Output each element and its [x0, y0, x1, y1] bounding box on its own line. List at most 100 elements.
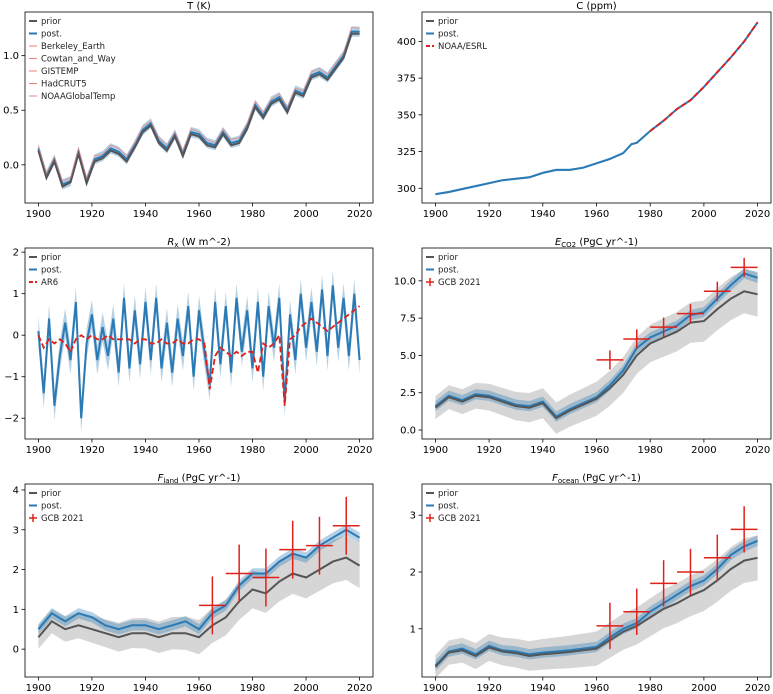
- y-tick-label: 0: [13, 331, 19, 342]
- legend-label: HadCRUT5: [41, 80, 87, 90]
- x-tick-label: 1900: [26, 683, 51, 694]
- post-band: [435, 535, 758, 671]
- chart-panel-3: 1900 1920 1940 1960 1980 2000 2020 −2 −1 0 1 2 Rx (W…: [4, 237, 374, 456]
- y-tick-label: 5.0: [400, 351, 416, 362]
- panel-frame: [24, 11, 374, 204]
- legend-label: GCB 2021: [41, 514, 84, 524]
- x-tick-label: 1980: [637, 445, 662, 456]
- x-tick-label: 1960: [584, 445, 609, 456]
- y-tick-label: 325: [397, 147, 416, 158]
- x-tick-label: 1980: [240, 683, 265, 694]
- chart-panel-6: 1900 1920 1940 1960 1980 2000 2020 1 2 3 Focean (P…: [410, 473, 772, 694]
- series-ar6-line: [37, 305, 361, 406]
- legend-label: prior: [438, 17, 458, 27]
- x-tick-label: 1920: [476, 445, 501, 456]
- x-tick-label: 1940: [530, 209, 555, 220]
- x-tick-label: 1920: [79, 683, 104, 694]
- legend-label: Berkeley_Earth: [41, 42, 105, 52]
- x-tick-label: 1960: [186, 209, 211, 220]
- chart-panel-4: 1900 1920 1940 1960 1980 2000 2020 0.0 2.5 5.0 7.5…: [394, 237, 772, 456]
- y-tick-label: 3: [13, 525, 19, 536]
- y-tick-label: 350: [397, 110, 416, 121]
- x-tick-label: 2020: [347, 209, 372, 220]
- x-tick-label: 2000: [691, 209, 716, 220]
- series-prior-line: [37, 32, 360, 189]
- prior-band: [38, 535, 360, 655]
- legend-label: NOAA/ESRL: [438, 42, 487, 52]
- x-tick-label: 2020: [745, 683, 770, 694]
- legend-label: AR6: [41, 278, 58, 288]
- x-tick-label: 1980: [240, 209, 265, 220]
- x-tick-label: 1920: [79, 209, 104, 220]
- legend-label: post.: [41, 30, 62, 40]
- panel-frame: [421, 11, 772, 204]
- legend: prior post. NOAA/ESRL: [426, 17, 487, 52]
- legend-label: prior: [438, 253, 458, 263]
- x-tick-label: 1900: [26, 445, 51, 456]
- x-tick-label: 1900: [423, 445, 448, 456]
- x-tick-label: 1940: [133, 209, 158, 220]
- series-prior-line: [37, 556, 361, 639]
- x-tick-label: 2000: [293, 683, 318, 694]
- legend-label: Cowtan_and_Way: [41, 55, 116, 65]
- plot-area: [37, 270, 361, 433]
- legend-label: prior: [41, 253, 61, 263]
- chart-panel-2: 1900 1920 1940 1960 1980 2000 2020 300 325 350 375…: [397, 1, 772, 220]
- x-tick-label: 2020: [347, 445, 372, 456]
- y-tick-label: 10.0: [394, 276, 416, 287]
- legend-label: prior: [41, 17, 61, 27]
- panel-title: C (ppm): [576, 1, 616, 12]
- y-tick-label: 0.0: [400, 426, 416, 437]
- x-tick-label: 1940: [133, 445, 158, 456]
- panel-title: T (K): [186, 1, 211, 12]
- x-tick-label: 1960: [584, 683, 609, 694]
- x-tick-label: 2000: [691, 683, 716, 694]
- y-tick-label: 300: [397, 184, 416, 195]
- x-tick-label: 1940: [530, 445, 555, 456]
- panel-title: Rx (W m^-2): [167, 237, 230, 249]
- legend-label: GCB 2021: [438, 514, 481, 524]
- y-tick-label: 4: [13, 485, 19, 496]
- chart-panel-5: 1900 1920 1940 1960 1980 2000 2020 0 1 2 3 4 Fland (…: [13, 473, 374, 694]
- x-tick-label: 2020: [347, 683, 372, 694]
- legend-label: prior: [438, 489, 458, 499]
- legend: prior post. GCB 2021: [29, 489, 84, 524]
- y-tick-label: 3: [410, 511, 416, 522]
- panel-title: Focean (PgC yr^-1): [552, 473, 641, 485]
- y-tick-label: 1: [410, 624, 416, 635]
- x-tick-label: 1920: [476, 683, 501, 694]
- y-tick-label: −2: [4, 414, 19, 425]
- legend: prior post. Berkeley_Earth Cowtan_and_Way GI…: [29, 17, 116, 102]
- legend-label: NOAAGlobalTemp: [41, 92, 115, 102]
- x-tick-label: 1900: [26, 209, 51, 220]
- x-tick-label: 2000: [293, 445, 318, 456]
- x-tick-label: 1900: [423, 209, 448, 220]
- chart-panel-1: 1900 1920 1940 1960 1980 2000 2020 0.0 0.5 1.0 T (…: [3, 1, 374, 220]
- y-tick-label: 1.0: [3, 51, 19, 62]
- series-prior-line: [434, 290, 758, 420]
- series-post-line: [434, 272, 758, 418]
- plot-area: [435, 21, 759, 196]
- x-tick-label: 1940: [530, 683, 555, 694]
- panel-title: Fland (PgC yr^-1): [158, 473, 241, 485]
- x-tick-label: 1920: [79, 445, 104, 456]
- legend-label: post.: [438, 30, 459, 40]
- x-tick-label: 1920: [476, 209, 501, 220]
- plot-area: [37, 26, 360, 190]
- series-prior-line: [434, 556, 758, 668]
- legend-label: post.: [438, 502, 459, 512]
- prior-band: [435, 535, 758, 677]
- x-tick-label: 1960: [186, 683, 211, 694]
- legend: prior post. GCB 2021: [426, 253, 481, 288]
- x-tick-label: 1980: [637, 683, 662, 694]
- y-tick-label: 2: [410, 567, 416, 578]
- legend-label: GCB 2021: [438, 278, 481, 288]
- y-tick-label: −1: [4, 372, 19, 383]
- plot-area: [37, 496, 361, 655]
- legend-label: post.: [41, 502, 62, 512]
- series-post-line: [434, 539, 758, 667]
- x-tick-label: 1960: [186, 445, 211, 456]
- x-tick-label: 2020: [745, 445, 770, 456]
- y-tick-label: 375: [397, 74, 416, 85]
